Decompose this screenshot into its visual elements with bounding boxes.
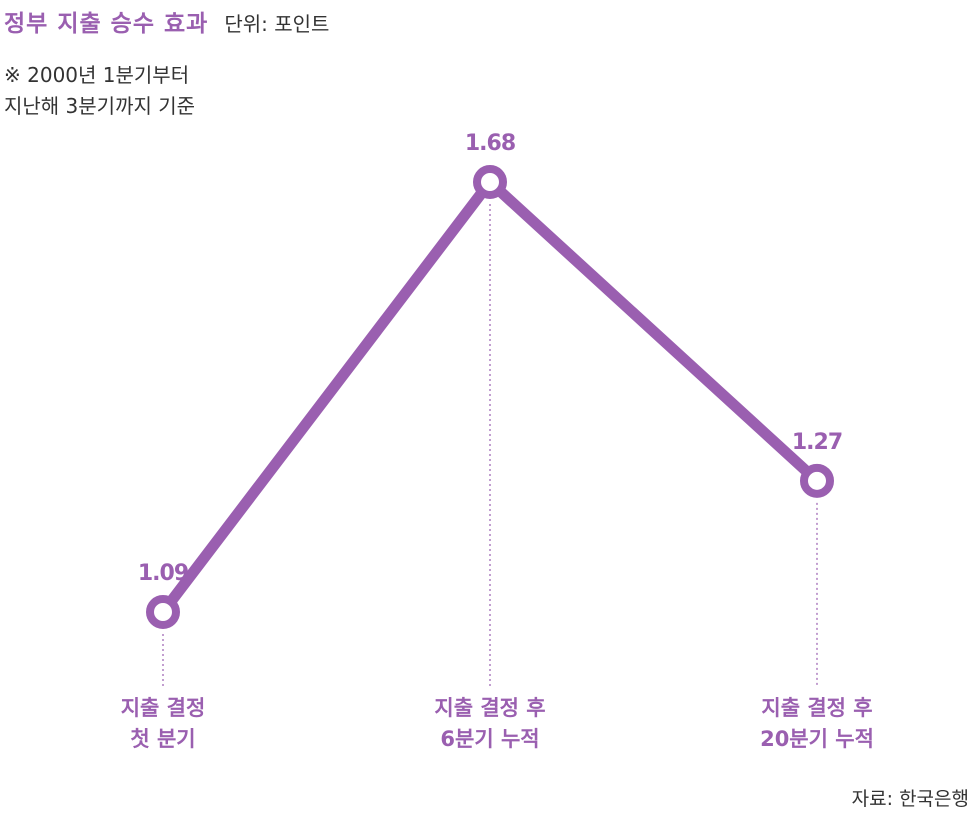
data-markers bbox=[146, 165, 834, 629]
note-line-2: 지난해 3분기까지 기준 bbox=[4, 94, 196, 118]
value-label-1: 1.09 bbox=[138, 561, 188, 586]
data-point-2 bbox=[473, 165, 507, 199]
category-label-2-line-2: 6분기 누적 bbox=[440, 727, 539, 751]
data-point-3 bbox=[800, 463, 834, 498]
chart-unit: 단위: 포인트 bbox=[224, 12, 330, 36]
category-label-1-line-2: 첫 분기 bbox=[130, 727, 195, 751]
value-label-3: 1.27 bbox=[792, 430, 842, 455]
note-line-1: ※ 2000년 1분기부터 bbox=[4, 63, 190, 87]
data-point-1 bbox=[146, 595, 180, 629]
series-line bbox=[157, 176, 823, 618]
value-label-2: 1.68 bbox=[465, 131, 515, 156]
category-label-2-line-1: 지출 결정 후 bbox=[434, 696, 545, 720]
drop-lines bbox=[162, 204, 818, 686]
value-labels: 1.09 1.68 1.27 bbox=[138, 131, 843, 586]
category-labels: 지출 결정첫 분기 지출 결정 후 6분기 누적 지출 결정 후 20분기 누적 bbox=[121, 696, 874, 751]
category-label-3-line-2: 20분기 누적 bbox=[760, 727, 874, 751]
chart-header: 정부 지출 승수 효과 단위: 포인트 bbox=[4, 4, 329, 38]
series-line-group bbox=[157, 176, 823, 618]
chart-title: 정부 지출 승수 효과 bbox=[4, 11, 209, 37]
chart-source: 자료: 한국은행 bbox=[851, 788, 969, 810]
category-label-1-line-1: 지출 결정 bbox=[121, 696, 206, 720]
category-label-3-line-1: 지출 결정 후 bbox=[761, 696, 872, 720]
chart-note: ※ 2000년 1분기부터 지난해 3분기까지 기준 bbox=[4, 60, 195, 122]
